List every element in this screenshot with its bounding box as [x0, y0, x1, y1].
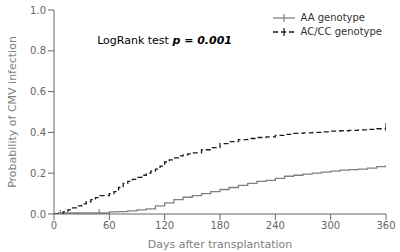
- svg-text:180: 180: [210, 220, 229, 231]
- svg-text:0.6: 0.6: [30, 86, 46, 97]
- html-text:LogRank test p = 0.001: LogRank test p = 0.001: [97, 34, 232, 48]
- svg-text:0: 0: [51, 220, 57, 231]
- svg-text:240: 240: [266, 220, 285, 231]
- svg-text:120: 120: [155, 220, 174, 231]
- svg-text:1.0: 1.0: [30, 5, 46, 16]
- svg-text:0.2: 0.2: [30, 168, 46, 179]
- html-text:AA genotype: AA genotype: [300, 12, 365, 23]
- svg-text:Days after transplantation: Days after transplantation: [148, 238, 293, 251]
- svg-text:0.4: 0.4: [30, 127, 46, 138]
- svg-text:360: 360: [376, 220, 392, 231]
- html-text:AC/CC genotype: AC/CC genotype: [300, 26, 382, 37]
- svg-text:300: 300: [321, 220, 340, 231]
- svg-text:0.0: 0.0: [30, 209, 46, 220]
- svg-text:0.8: 0.8: [30, 45, 46, 56]
- svg-text:60: 60: [103, 220, 116, 231]
- svg-text:Probability of CMV infection: Probability of CMV infection: [8, 36, 19, 188]
